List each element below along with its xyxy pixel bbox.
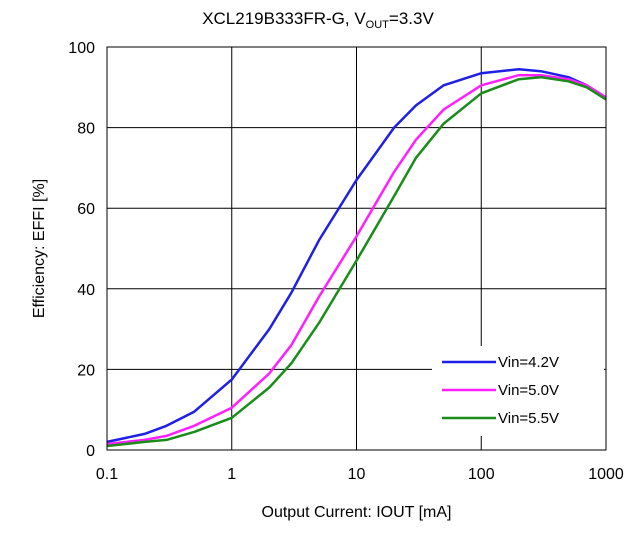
x-tick-label: 10 xyxy=(348,466,366,483)
x-tick-label: 100 xyxy=(468,466,495,483)
series-lines xyxy=(106,67,607,448)
y-tick-label: 40 xyxy=(77,282,95,299)
chart-title-subscript: OUT xyxy=(366,19,390,31)
y-tick-label: 20 xyxy=(77,362,95,379)
tick-labels: 0.1 1 10 100 1000 0 20 40 60 80 100 xyxy=(68,40,624,483)
x-tick-label: 0.1 xyxy=(96,466,118,483)
series-line xyxy=(106,73,607,446)
y-tick-label: 0 xyxy=(86,443,95,460)
legend-label: Vin=5.5V xyxy=(498,410,559,427)
x-tick-label: 1000 xyxy=(588,466,624,483)
y-tick-label: 80 xyxy=(77,121,95,138)
x-axis-label: Output Current: IOUT [mA] xyxy=(262,504,452,521)
legend-label: Vin=5.0V xyxy=(498,382,559,399)
y-axis-label: Efficiency: EFFI [%] xyxy=(31,179,48,318)
y-tick-label: 100 xyxy=(68,40,95,57)
plot-frame xyxy=(106,46,607,451)
series-line xyxy=(106,75,607,448)
y-tick-label: 60 xyxy=(77,201,95,218)
chart-title-suffix: =3.3V xyxy=(389,9,435,28)
chart-title-prefix: XCL219B333FR-G, V xyxy=(202,9,366,28)
svg-text:XCL219B333FR-G, VOUT=3.3V: XCL219B333FR-G, VOUT=3.3V xyxy=(202,9,434,31)
legend-label: Vin=4.2V xyxy=(498,354,559,371)
x-tick-label: 1 xyxy=(227,466,236,483)
series-line xyxy=(106,67,607,444)
chart-title: XCL219B333FR-G, VOUT=3.3V xyxy=(202,9,434,31)
legend: Vin=4.2V Vin=5.0V Vin=5.5V xyxy=(432,346,604,436)
